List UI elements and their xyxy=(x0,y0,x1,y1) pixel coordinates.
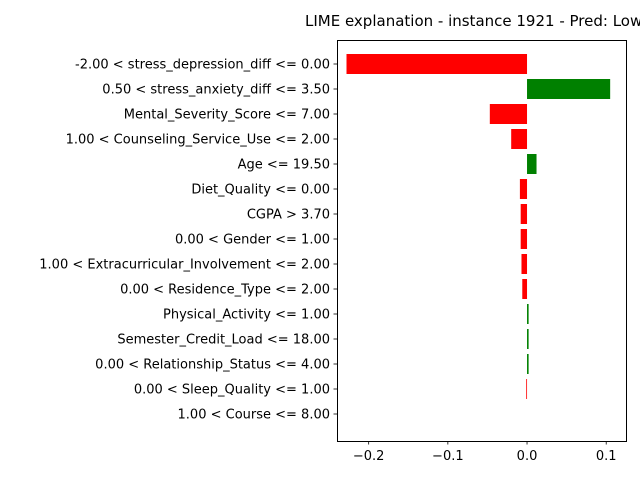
y-tick-label: -2.00 < stress_depression_diff <= 0.00 xyxy=(75,58,330,73)
y-tick-label: CGPA > 3.70 xyxy=(247,208,330,223)
y-tick-label: Semester_Credit_Load <= 18.00 xyxy=(117,333,330,348)
y-tick-label: Diet_Quality <= 0.00 xyxy=(191,183,330,198)
y-tick-label: 0.00 < Sleep_Quality <= 1.00 xyxy=(134,383,330,398)
x-tick-label: 0.0 xyxy=(517,449,538,464)
bar xyxy=(489,104,528,124)
bar xyxy=(527,354,529,374)
bar xyxy=(527,329,529,349)
bar xyxy=(519,179,528,199)
x-tick-label: 0.1 xyxy=(596,449,617,464)
x-tick-label: −0.1 xyxy=(432,449,464,464)
bar xyxy=(527,154,537,174)
y-tick-label: Physical_Activity <= 1.00 xyxy=(163,308,330,323)
bar xyxy=(527,304,529,324)
y-tick-label: 1.00 < Course <= 8.00 xyxy=(178,408,330,423)
y-tick-label: 1.00 < Counseling_Service_Use <= 2.00 xyxy=(66,133,330,148)
y-tick-label: 0.50 < stress_anxiety_diff <= 3.50 xyxy=(102,83,330,98)
y-tick-label: 1.00 < Extracurricular_Involvement <= 2.… xyxy=(39,258,330,273)
x-ticks-group: −0.2 −0.1 0.0 0.1 xyxy=(353,441,617,464)
y-labels-group: -2.00 < stress_depression_diff <= 0.00 0.… xyxy=(39,58,337,423)
bar xyxy=(521,254,528,274)
y-tick-label: Mental_Severity_Score <= 7.00 xyxy=(124,108,330,123)
y-tick-label: 0.00 < Gender <= 1.00 xyxy=(175,233,330,248)
bar xyxy=(527,79,611,99)
bar xyxy=(526,379,528,399)
x-tick-label: −0.2 xyxy=(353,449,385,464)
bar xyxy=(520,229,528,249)
chart-title: LIME explanation - instance 1921 - Pred:… xyxy=(305,12,640,30)
bars-group xyxy=(346,54,611,399)
y-tick-label: 0.00 < Residence_Type <= 2.00 xyxy=(120,283,330,298)
y-tick-label: 0.00 < Relationship_Status <= 4.00 xyxy=(95,358,330,373)
y-tick-label: Age <= 19.50 xyxy=(238,158,330,173)
bar xyxy=(346,54,528,74)
bar xyxy=(511,129,528,149)
plot-frame xyxy=(337,40,627,442)
bar xyxy=(520,204,528,224)
bar xyxy=(522,279,528,299)
